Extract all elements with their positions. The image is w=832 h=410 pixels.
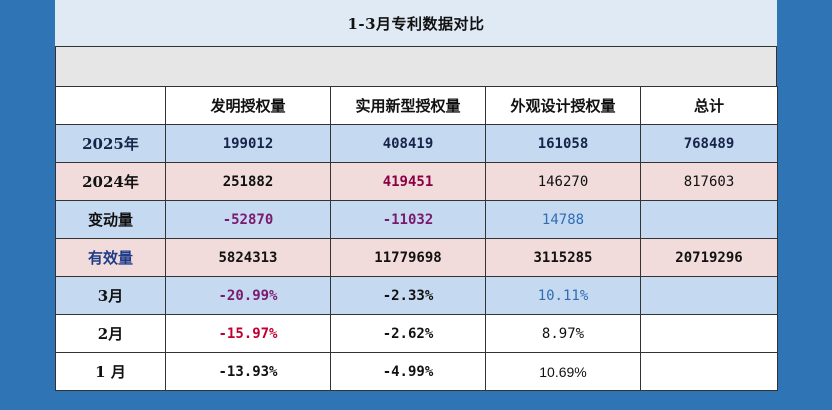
table-cell: -20.99%: [165, 276, 331, 315]
table-row: 变动量 -52870 -11032 14788: [55, 200, 778, 239]
header-design: 外观设计授权量: [485, 86, 641, 125]
patent-comparison-table: 发明授权量 实用新型授权量 外观设计授权量 总计 2025年 199012 40…: [55, 86, 778, 391]
table-cell: 419451: [330, 162, 486, 201]
row-label: 有效量: [55, 238, 166, 277]
table-cell: 10.11%: [485, 276, 641, 315]
table-cell: -2.62%: [330, 314, 486, 353]
table-cell: -13.93%: [165, 352, 331, 391]
table-cell: [640, 314, 778, 353]
table-cell: 408419: [330, 124, 486, 163]
table-cell: -52870: [165, 200, 331, 239]
row-label: 1 月: [55, 352, 166, 391]
table-cell: 14788: [485, 200, 641, 239]
table-cell: [640, 276, 778, 315]
table-cell: 146270: [485, 162, 641, 201]
table-cell: 161058: [485, 124, 641, 163]
table-row: 3月 -20.99% -2.33% 10.11%: [55, 276, 778, 315]
table-row: 有效量 5824313 11779698 3115285 20719296: [55, 238, 778, 277]
table-cell: [640, 352, 778, 391]
table-cell: -4.99%: [330, 352, 486, 391]
table-cell: -11032: [330, 200, 486, 239]
row-label: 2025年: [55, 124, 166, 163]
header-utility-model: 实用新型授权量: [330, 86, 486, 125]
table-row: 1 月 -13.93% -4.99% 10.69%: [55, 352, 778, 391]
header-invention: 发明授权量: [165, 86, 331, 125]
table-cell: 199012: [165, 124, 331, 163]
row-label: 3月: [55, 276, 166, 315]
blank-header-band: [55, 46, 777, 86]
table-row: 2025年 199012 408419 161058 768489: [55, 124, 778, 163]
row-label: 变动量: [55, 200, 166, 239]
table-cell: 8.97%: [485, 314, 641, 353]
table-cell: 768489: [640, 124, 778, 163]
header-total: 总计: [640, 86, 778, 125]
row-label: 2月: [55, 314, 166, 353]
table-cell: -2.33%: [330, 276, 486, 315]
table-cell: 10.69%: [485, 352, 641, 391]
table-cell: 817603: [640, 162, 778, 201]
row-label: 2024年: [55, 162, 166, 201]
header-corner: [55, 86, 166, 125]
table-cell: [640, 200, 778, 239]
table-cell: 3115285: [485, 238, 641, 277]
table-title: 1-3月专利数据对比: [55, 0, 777, 46]
table-row: 2024年 251882 419451 146270 817603: [55, 162, 778, 201]
table-cell: 20719296: [640, 238, 778, 277]
table-cell: 5824313: [165, 238, 331, 277]
table-cell: 251882: [165, 162, 331, 201]
header-row: 发明授权量 实用新型授权量 外观设计授权量 总计: [55, 86, 778, 125]
table-row: 2月 -15.97% -2.62% 8.97%: [55, 314, 778, 353]
table-cell: 11779698: [330, 238, 486, 277]
table-cell: -15.97%: [165, 314, 331, 353]
